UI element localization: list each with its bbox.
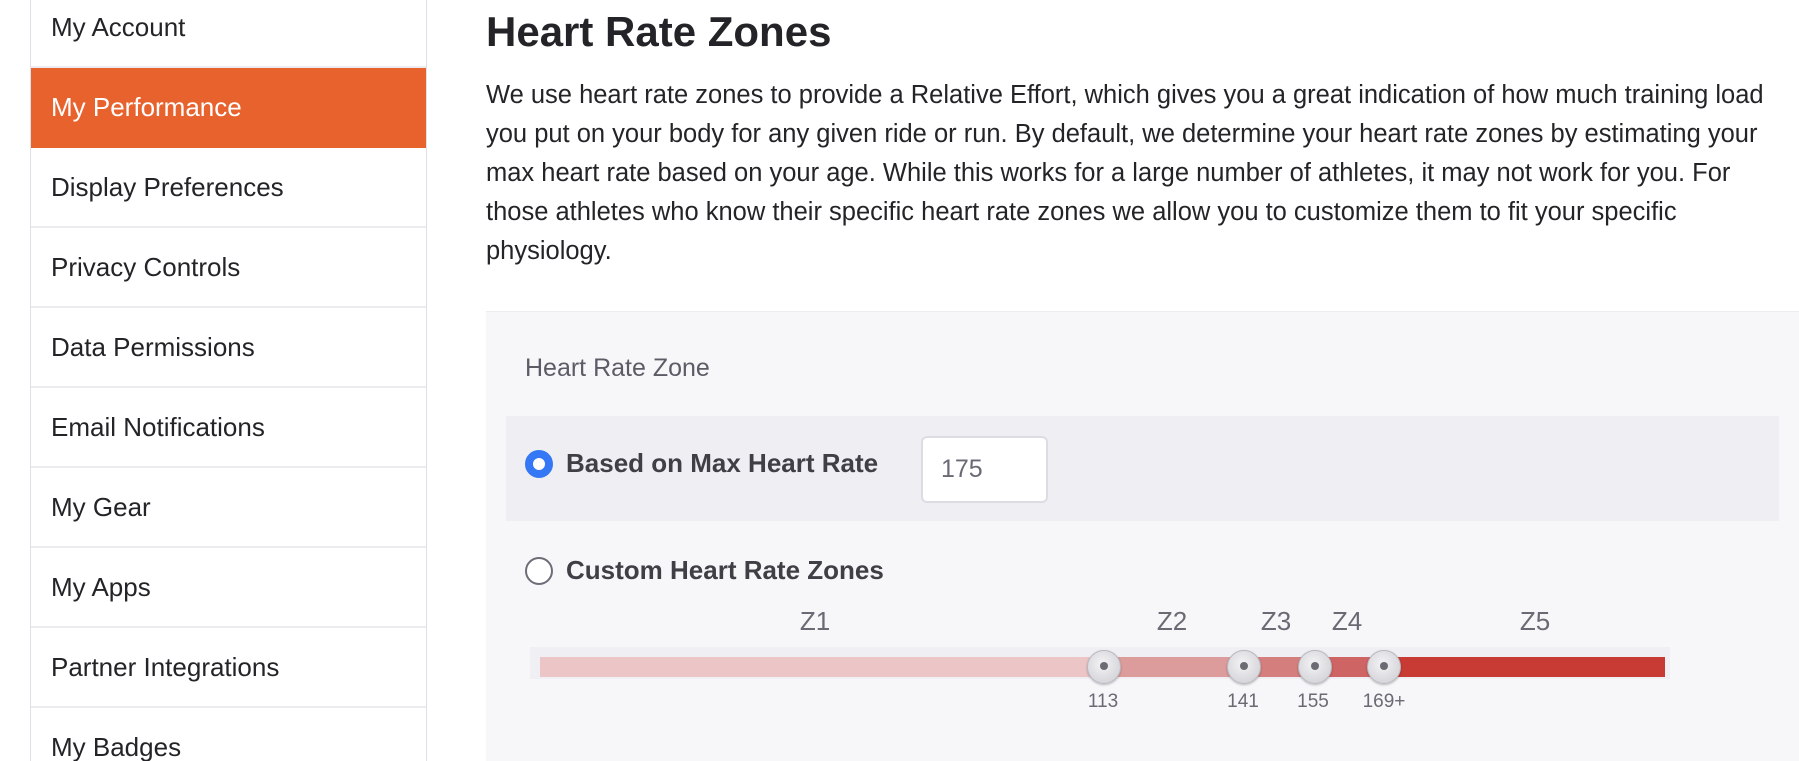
- sidebar-item-data-permissions[interactable]: Data Permissions: [31, 308, 426, 388]
- zone-segment-z5: [1371, 657, 1665, 677]
- zone-handle-155[interactable]: [1298, 650, 1332, 684]
- sidebar-item-label: My Apps: [51, 571, 151, 602]
- max-heart-rate-label[interactable]: Based on Max Heart Rate: [566, 448, 879, 478]
- sidebar-item-my-gear[interactable]: My Gear: [31, 468, 426, 548]
- max-heart-rate-option[interactable]: Based on Max Heart Rate: [506, 416, 1779, 521]
- zone-handle-169[interactable]: [1367, 650, 1401, 684]
- zone-label-z1: Z1: [799, 606, 831, 636]
- sidebar-item-label: My Badges: [51, 731, 182, 761]
- sidebar-item-my-apps[interactable]: My Apps: [31, 548, 426, 628]
- zone-segment-z1: [540, 657, 1091, 677]
- panel-label: Heart Rate Zone: [525, 354, 710, 382]
- zone-segment-z2: [1091, 657, 1231, 677]
- sidebar-item-partner-integrations[interactable]: Partner Integrations: [31, 628, 426, 708]
- sidebar-item-my-account[interactable]: My Account: [31, 0, 426, 68]
- sidebar-item-label: Email Notifications: [51, 411, 265, 442]
- sidebar-item-label: My Gear: [51, 491, 151, 522]
- sidebar-item-my-performance[interactable]: My Performance: [31, 68, 426, 148]
- sidebar-item-label: Privacy Controls: [51, 251, 241, 282]
- max-heart-rate-radio[interactable]: [525, 450, 553, 478]
- zone-label-z3: Z3: [1260, 606, 1292, 636]
- sidebar-item-email-notifications[interactable]: Email Notifications: [31, 388, 426, 468]
- heart-rate-zone-panel: Heart Rate Zone Based on Max Heart Rate …: [486, 311, 1799, 761]
- zone-handle-113[interactable]: [1087, 650, 1121, 684]
- sidebar-item-label: My Performance: [51, 91, 242, 122]
- sidebar-item-label: My Account: [51, 11, 186, 42]
- sidebar-item-label: Partner Integrations: [51, 651, 280, 682]
- threshold-label-113: 113: [1087, 691, 1119, 712]
- intro-paragraph: We use heart rate zones to provide a Rel…: [486, 81, 1764, 265]
- threshold-label-169-plus: 169+: [1362, 691, 1406, 712]
- page-title: Heart Rate Zones: [486, 8, 832, 55]
- max-heart-rate-input[interactable]: [921, 436, 1048, 503]
- sidebar-item-label: Display Preferences: [51, 171, 284, 202]
- sidebar-item-display-preferences[interactable]: Display Preferences: [31, 148, 426, 228]
- zone-handle-141[interactable]: [1227, 650, 1261, 684]
- custom-zones-radio[interactable]: [525, 557, 553, 585]
- sidebar-item-privacy-controls[interactable]: Privacy Controls: [31, 228, 426, 308]
- zone-label-z4: Z4: [1331, 606, 1363, 636]
- main-content: Heart Rate Zones We use heart rate zones…: [486, 0, 1799, 761]
- threshold-label-141: 141: [1227, 691, 1259, 712]
- sidebar-item-label: Data Permissions: [51, 331, 255, 362]
- zone-label-z5: Z5: [1519, 606, 1551, 636]
- threshold-label-155: 155: [1297, 691, 1329, 712]
- custom-zones-label[interactable]: Custom Heart Rate Zones: [566, 555, 884, 585]
- settings-sidebar: My Account My Performance Display Prefer…: [30, 0, 427, 761]
- sidebar-item-my-badges[interactable]: My Badges: [31, 708, 426, 761]
- zone-label-z2: Z2: [1156, 606, 1188, 636]
